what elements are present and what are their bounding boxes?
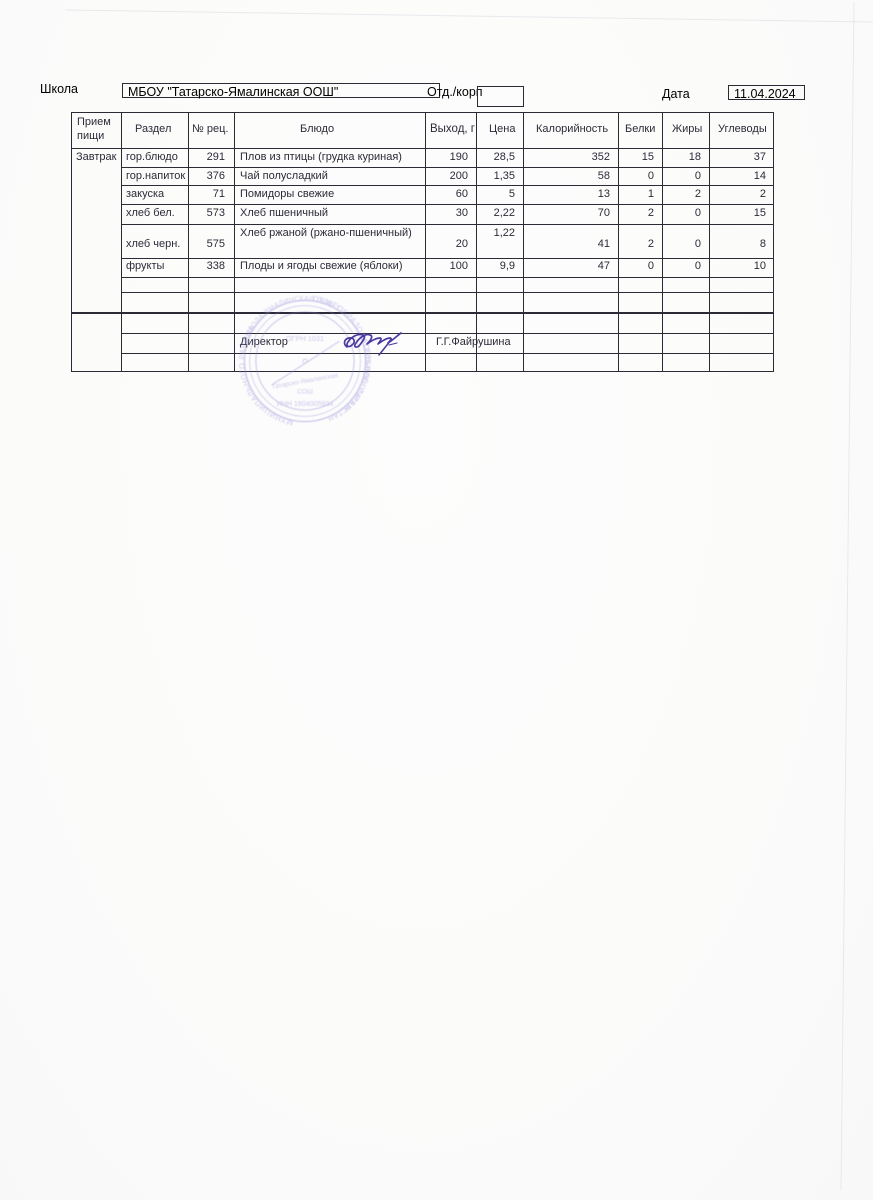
svg-text:ОГРН 1031: ОГРН 1031	[286, 334, 324, 343]
svg-text:ИНН 1604005934: ИНН 1604005934	[277, 400, 334, 408]
svg-text:СОШ: СОШ	[297, 388, 313, 395]
